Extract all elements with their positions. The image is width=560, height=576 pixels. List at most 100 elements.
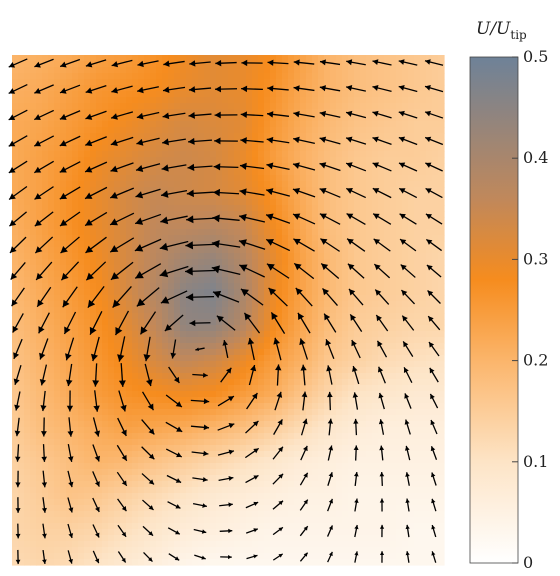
field-cell — [234, 133, 241, 140]
field-cell — [252, 247, 259, 254]
field-cell — [24, 385, 31, 392]
field-cell — [42, 313, 49, 320]
field-cell — [120, 109, 127, 116]
field-cell — [216, 247, 223, 254]
field-cell — [234, 343, 241, 350]
field-cell — [414, 61, 421, 68]
field-cell — [378, 349, 385, 356]
field-cell — [336, 97, 343, 104]
field-cell — [282, 235, 289, 242]
field-cell — [420, 163, 427, 170]
field-cell — [348, 355, 355, 362]
field-cell — [24, 439, 31, 446]
field-cell — [264, 127, 271, 134]
field-cell — [246, 139, 253, 146]
field-cell — [282, 265, 289, 272]
field-cell — [264, 61, 271, 68]
field-cell — [30, 349, 37, 356]
field-cell — [96, 469, 103, 476]
field-cell — [126, 67, 133, 74]
field-cell — [42, 283, 49, 290]
field-cell — [180, 271, 187, 278]
field-cell — [78, 379, 85, 386]
field-cell — [174, 277, 181, 284]
field-cell — [234, 157, 241, 164]
field-cell — [306, 205, 313, 212]
field-cell — [324, 271, 331, 278]
field-cell — [204, 403, 211, 410]
field-cell — [390, 163, 397, 170]
field-cell — [378, 157, 385, 164]
field-cell — [378, 151, 385, 158]
field-cell — [174, 229, 181, 236]
field-cell — [360, 259, 367, 266]
field-cell — [240, 55, 247, 62]
field-cell — [180, 55, 187, 62]
field-cell — [36, 103, 43, 110]
field-cell — [96, 271, 103, 278]
field-cell — [366, 193, 373, 200]
field-cell — [336, 55, 343, 62]
field-cell — [174, 361, 181, 368]
field-cell — [402, 127, 409, 134]
field-cell — [168, 133, 175, 140]
field-cell — [240, 67, 247, 74]
field-cell — [366, 139, 373, 146]
field-cell — [276, 115, 283, 122]
field-cell — [54, 223, 61, 230]
field-cell — [264, 457, 271, 464]
field-cell — [252, 271, 259, 278]
field-cell — [54, 343, 61, 350]
field-cell — [366, 169, 373, 176]
field-cell — [204, 223, 211, 230]
field-cell — [192, 457, 199, 464]
field-cell — [90, 463, 97, 470]
field-cell — [318, 463, 325, 470]
field-cell — [270, 463, 277, 470]
field-cell — [90, 343, 97, 350]
field-cell — [258, 145, 265, 152]
field-cell — [246, 55, 253, 62]
field-cell — [204, 187, 211, 194]
field-cell — [252, 259, 259, 266]
field-cell — [378, 97, 385, 104]
field-cell — [288, 169, 295, 176]
field-cell — [276, 139, 283, 146]
field-cell — [222, 445, 229, 452]
field-cell — [324, 385, 331, 392]
field-cell — [204, 55, 211, 62]
field-cell — [396, 175, 403, 182]
field-cell — [348, 241, 355, 248]
field-cell — [426, 229, 433, 236]
field-cell — [312, 145, 319, 152]
field-cell — [186, 343, 193, 350]
field-cell — [180, 313, 187, 320]
field-cell — [402, 331, 409, 338]
field-cell — [234, 379, 241, 386]
field-cell — [264, 415, 271, 422]
field-cell — [414, 277, 421, 284]
field-cell — [258, 223, 265, 230]
field-cell — [180, 79, 187, 86]
field-cell — [216, 151, 223, 158]
field-cell — [168, 73, 175, 80]
field-cell — [72, 115, 79, 122]
field-cell — [174, 139, 181, 146]
field-cell — [288, 355, 295, 362]
field-cell — [156, 67, 163, 74]
field-cell — [156, 265, 163, 272]
field-cell — [330, 241, 337, 248]
field-cell — [48, 379, 55, 386]
field-cell — [12, 355, 19, 362]
field-cell — [246, 61, 253, 68]
field-cell — [432, 385, 439, 392]
field-cell — [294, 391, 301, 398]
field-cell — [384, 187, 391, 194]
field-cell — [96, 133, 103, 140]
field-cell — [180, 361, 187, 368]
field-cell — [30, 97, 37, 104]
field-cell — [342, 109, 349, 116]
field-cell — [438, 379, 445, 386]
field-cell — [312, 355, 319, 362]
field-cell — [390, 247, 397, 254]
